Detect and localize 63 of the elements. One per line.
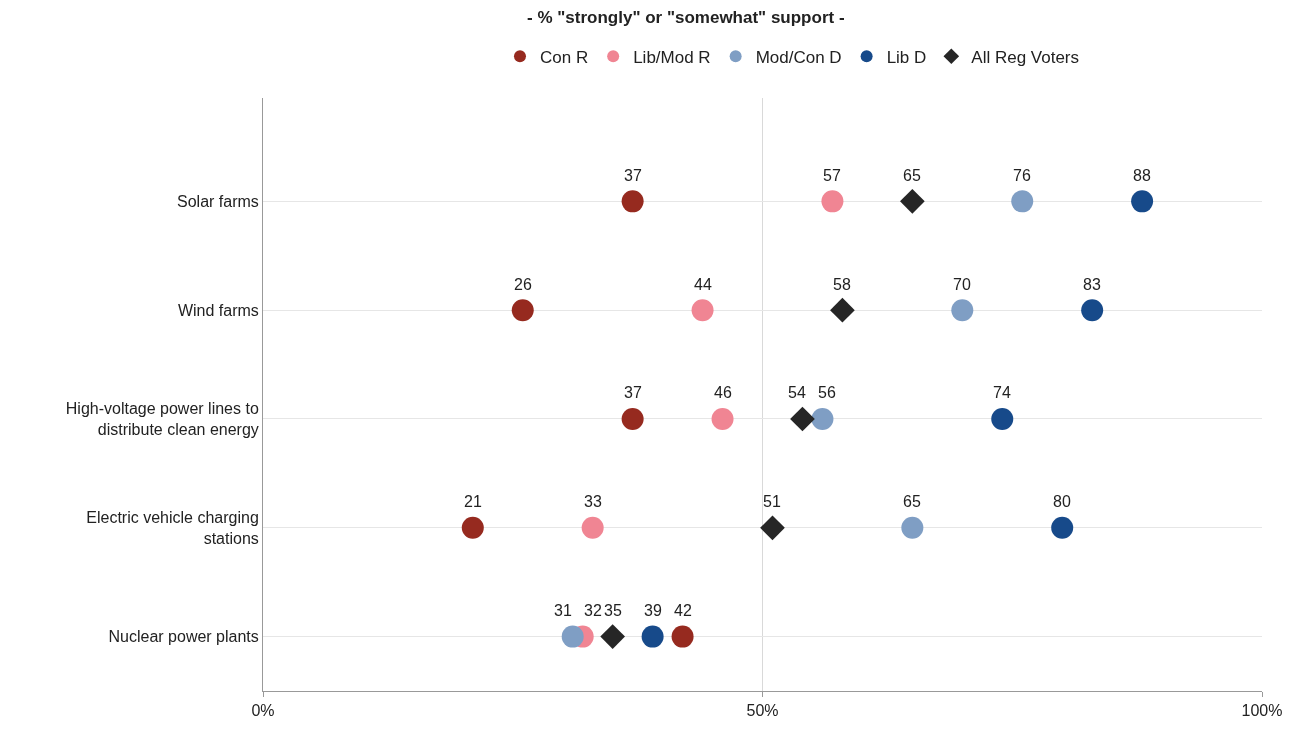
legend-label: Con R: [539, 47, 589, 67]
data-label: 44: [694, 276, 712, 293]
data-label: 42: [674, 602, 692, 619]
point: [811, 407, 834, 430]
data-label: 33: [584, 493, 602, 510]
point: [951, 299, 974, 322]
point: [711, 407, 734, 430]
point: [600, 624, 625, 649]
point: [621, 190, 644, 213]
point: [790, 406, 815, 432]
y-tick-label: Nuclear power plants: [108, 628, 259, 646]
point: [581, 516, 604, 539]
data-label: 80: [1053, 493, 1071, 510]
data-label: 83: [1083, 276, 1101, 293]
legend-label: Mod/Con D: [755, 47, 842, 67]
data-label: 70: [953, 276, 971, 293]
legend-label: Lib/Mod R: [633, 47, 711, 67]
data-label: 88: [1133, 167, 1151, 184]
point: [991, 407, 1014, 430]
data-label: 76: [1013, 167, 1031, 184]
y-tick-label: Wind farms: [177, 301, 259, 319]
point: [760, 515, 785, 541]
point: [901, 516, 924, 539]
point: [900, 189, 925, 214]
point: [1131, 190, 1154, 213]
data-label: 21: [464, 493, 482, 510]
data-label: 51: [763, 493, 781, 510]
point: [821, 190, 844, 213]
data-label: 31: [554, 602, 572, 619]
data-label: 39: [644, 602, 662, 619]
data-label: 32: [584, 602, 602, 619]
data-label: 56: [818, 384, 836, 401]
point: [461, 516, 484, 539]
point: [691, 299, 714, 322]
data-label: 37: [624, 384, 642, 401]
point: [561, 625, 584, 648]
x-tick-label: 0%: [251, 702, 275, 720]
point: [1011, 190, 1034, 213]
data-label: 65: [903, 493, 921, 510]
point: [830, 297, 855, 323]
data-label: 65: [903, 167, 921, 184]
y-tick-label: High-voltage power lines to distribute clean energy: [65, 400, 259, 438]
data-label: 58: [833, 276, 851, 293]
point: [1081, 299, 1104, 322]
point: [671, 625, 694, 648]
data-label: 57: [823, 167, 841, 184]
data-label: 54: [788, 384, 806, 401]
y-tick-label: Solar farms: [177, 192, 259, 210]
point: [1051, 516, 1074, 539]
point: [641, 625, 664, 648]
y-tick-label: Electric vehicle charging stations: [86, 508, 259, 547]
data-label: 46: [714, 384, 732, 401]
data-label: 35: [604, 602, 622, 619]
x-tick-label: 100%: [1241, 702, 1283, 720]
point: [621, 407, 644, 430]
chart-title: - % "strongly" or "somewhat" support -: [527, 7, 845, 27]
x-tick-label: 50%: [746, 702, 779, 720]
data-label: 37: [624, 167, 642, 184]
data-label: 26: [514, 276, 532, 293]
legend-label: All Reg Voters: [971, 47, 1080, 67]
point: [511, 299, 534, 322]
data-label: 74: [993, 384, 1011, 401]
legend-label: Lib D: [886, 47, 927, 67]
